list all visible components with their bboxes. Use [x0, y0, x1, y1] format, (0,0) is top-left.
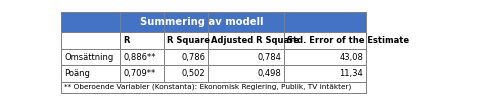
- Bar: [284, 12, 366, 32]
- Text: Summering av modell: Summering av modell: [140, 17, 264, 27]
- Text: 0,498: 0,498: [258, 69, 281, 78]
- Text: Omsättning: Omsättning: [64, 53, 113, 62]
- Bar: [61, 12, 366, 32]
- Bar: [61, 12, 120, 32]
- Bar: [61, 32, 120, 49]
- Bar: [164, 65, 208, 82]
- Text: 0,502: 0,502: [182, 69, 205, 78]
- Text: 0,784: 0,784: [257, 53, 281, 62]
- Bar: [208, 49, 284, 65]
- Bar: [208, 32, 284, 49]
- Bar: [164, 32, 208, 49]
- Bar: [164, 49, 208, 65]
- Bar: [120, 32, 164, 49]
- Bar: [61, 49, 120, 65]
- Bar: [120, 65, 164, 82]
- Bar: [164, 12, 208, 32]
- Text: 0,886**: 0,886**: [123, 53, 156, 62]
- Bar: [61, 82, 366, 93]
- Text: 0,786: 0,786: [181, 53, 205, 62]
- Text: R: R: [123, 36, 130, 45]
- Bar: [208, 65, 284, 82]
- Text: ** Oberoende Variabler (Konstanta): Ekonomisk Reglering, Publik, TV intäkter): ** Oberoende Variabler (Konstanta): Ekon…: [64, 84, 352, 90]
- Bar: [208, 12, 284, 32]
- Bar: [61, 65, 120, 82]
- Text: R Square: R Square: [167, 36, 210, 45]
- Text: Std. Error of the Estimate: Std. Error of the Estimate: [287, 36, 409, 45]
- Text: 11,34: 11,34: [339, 69, 363, 78]
- Bar: [284, 49, 366, 65]
- Text: 0,709**: 0,709**: [123, 69, 155, 78]
- Text: Poäng: Poäng: [64, 69, 90, 78]
- Bar: [284, 65, 366, 82]
- Text: Adjusted R Square: Adjusted R Square: [211, 36, 299, 45]
- Bar: [120, 49, 164, 65]
- Bar: [120, 12, 164, 32]
- Text: 43,08: 43,08: [339, 53, 363, 62]
- Bar: [284, 32, 366, 49]
